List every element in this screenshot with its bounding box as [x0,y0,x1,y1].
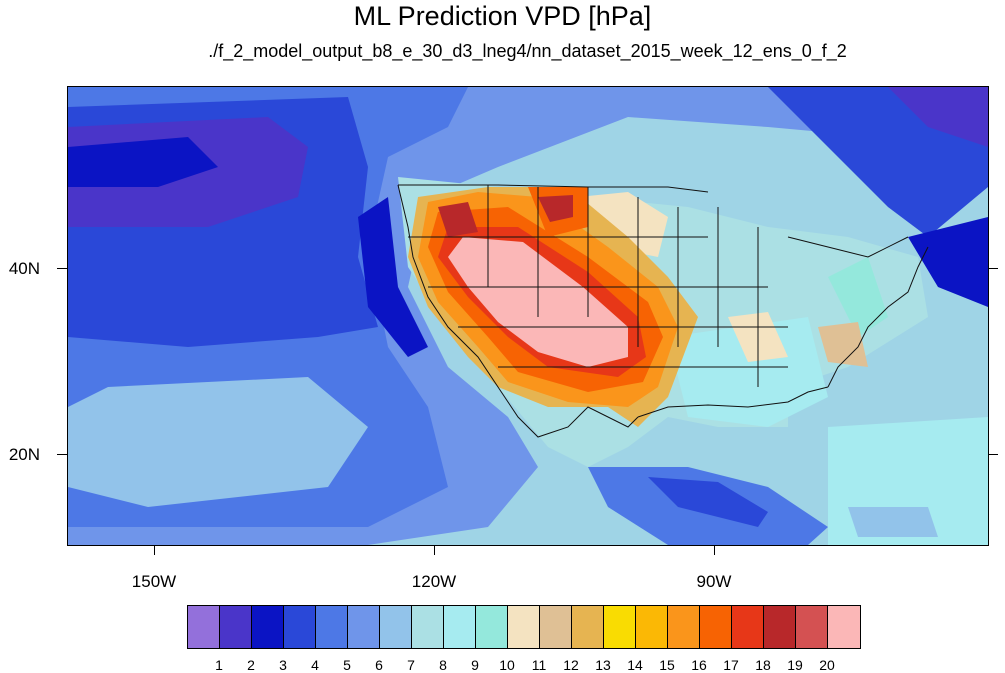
colorbar-label: 16 [691,657,707,673]
colorbar-swatch [444,606,476,648]
colorbar-swatch [604,606,636,648]
lon-tick-120w [434,545,435,555]
colorbar-label: 6 [375,657,383,673]
colorbar-swatch [636,606,668,648]
colorbar-swatch [284,606,316,648]
lat-tick-20n [57,454,67,455]
colorbar-swatch [700,606,732,648]
colorbar-label: 5 [343,657,351,673]
colorbar-swatch [732,606,764,648]
colorbar-swatch [412,606,444,648]
lat-label-20n: 20N [8,445,40,464]
colorbar-label: 17 [723,657,739,673]
lat-tick-40n-right [988,268,998,269]
lon-label-90w: 90W [696,572,732,591]
colorbar [187,605,861,649]
colorbar-swatch [668,606,700,648]
colorbar-label: 13 [595,657,611,673]
colorbar-label: 1 [215,657,223,673]
lat-tick-20n-right [988,454,998,455]
colorbar-swatch [220,606,252,648]
colorbar-label: 3 [279,657,287,673]
lon-label-150w: 150W [131,572,177,591]
colorbar-label: 20 [819,657,835,673]
colorbar-label: 11 [531,657,547,673]
lat-tick-40n [57,268,67,269]
colorbar-swatch [188,606,220,648]
colorbar-label: 8 [439,657,447,673]
colorbar-swatch [348,606,380,648]
colorbar-label: 14 [627,657,643,673]
colorbar-swatch [540,606,572,648]
lon-tick-90w [714,545,715,555]
vpd-field [68,87,988,545]
colorbar-swatch [572,606,604,648]
colorbar-label: 15 [659,657,675,673]
colorbar-label: 12 [563,657,579,673]
colorbar-swatch [316,606,348,648]
colorbar-label: 19 [787,657,803,673]
lon-label-120w: 120W [411,572,457,591]
lon-tick-150w [154,545,155,555]
colorbar-label: 7 [407,657,415,673]
colorbar-label: 18 [755,657,771,673]
colorbar-label: 9 [471,657,479,673]
lat-label-40n: 40N [8,259,40,278]
colorbar-swatch [476,606,508,648]
colorbar-swatch [796,606,828,648]
colorbar-swatch [764,606,796,648]
map-subtitle: ./f_2_model_output_b8_e_30_d3_lneg4/nn_d… [208,41,847,61]
colorbar-swatch [828,606,860,648]
colorbar-label: 4 [311,657,319,673]
colorbar-label: 10 [499,657,515,673]
colorbar-swatch [508,606,540,648]
map-title: ML Prediction VPD [hPa] [353,1,652,31]
colorbar-swatch [380,606,412,648]
colorbar-swatch [252,606,284,648]
vpd-map [67,86,989,546]
colorbar-label: 2 [247,657,255,673]
